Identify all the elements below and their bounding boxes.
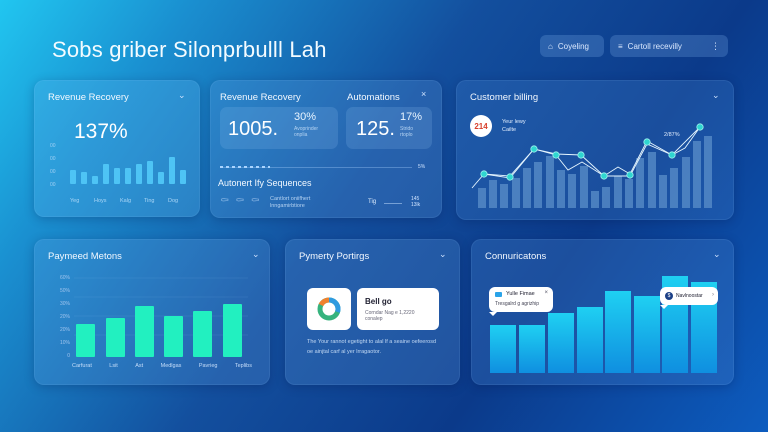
tooltip-label: Navlnoostar [676, 293, 703, 299]
stat-sub-line: onplia [294, 132, 308, 138]
kebab-icon[interactable]: ⋮ [711, 40, 720, 51]
y-tick: 10% [59, 340, 70, 346]
progress-label: 5% [418, 164, 426, 170]
chevron-down-icon[interactable]: ⌄ [712, 90, 720, 100]
payment-bar-chart [74, 277, 248, 357]
y-tick: 20% [59, 327, 70, 333]
page-title: Sobs griber Silonprbulll Lah [52, 37, 327, 62]
x-label: Yeg [70, 198, 80, 204]
key-icon: ⚰ [235, 195, 245, 207]
billing-info-card[interactable]: Bell go Corndar Nag e 1,2220 conalep [357, 288, 439, 330]
sequence-text: lnngamirbtiore [270, 203, 305, 209]
tooltip-right[interactable]: $ Navlnoostar › [660, 287, 718, 309]
home-icon: ⌂ [548, 41, 553, 51]
payment-metrics-card: Paymeed Metons ⌄ 60% 50% 30% 20% 20% 10%… [34, 239, 270, 385]
x-label: Dog [168, 198, 179, 204]
y-tick: 60% [59, 275, 70, 281]
sequence-label: Tig [368, 199, 377, 205]
revenue-bar-chart [70, 152, 190, 184]
customer-billing-card: Customer billing ⌄ 214 Yeur lewy Cailte … [456, 80, 734, 220]
progress-track [220, 167, 412, 168]
coyeling-button[interactable]: ⌂ Coyeling [540, 35, 604, 57]
stat-percent: 30% [294, 111, 317, 123]
stat-box-automations: 125. 17% Strido rtoplo [346, 107, 432, 149]
sequence-divider [384, 203, 402, 204]
x-label: Medlgas [160, 363, 182, 369]
y-tick: 0 [67, 353, 70, 359]
sequence-icons: ⚰ ⚰ ⚰ [220, 194, 260, 207]
y-tick: 00 [50, 182, 56, 188]
sequence-value: 145 [411, 196, 420, 202]
chevron-down-icon[interactable]: ⌄ [713, 249, 721, 259]
stat-value: 125. [356, 118, 395, 140]
donut-card[interactable] [307, 288, 351, 330]
key-icon: ⚰ [250, 195, 260, 207]
communications-bar-chart [490, 276, 717, 373]
stat-sub-line: Strido [400, 126, 414, 132]
x-label: Kalg [120, 198, 132, 204]
stat-sub-line: Avoprinder [294, 126, 319, 132]
cartoll-recevilly-button[interactable]: ≡ Cartoll recevilly ⋮ [610, 35, 728, 57]
card-title: Customer billing [470, 92, 539, 103]
badge-text: Cailte [502, 127, 517, 133]
tooltip-title: Yulle Fimae [506, 291, 535, 297]
box-line: Corndar Nag e 1,2220 [365, 310, 415, 316]
recovery-automations-card: Revenue Recovery Automations × 1005. 30%… [210, 80, 442, 218]
badge-text: Yeur lewy [502, 119, 526, 125]
y-tick: 00 [50, 143, 56, 149]
stat-sub-line: rtoplo [400, 132, 413, 138]
box-line: conalep [365, 316, 383, 322]
x-label: Hoys [94, 198, 107, 204]
close-icon[interactable]: × [421, 89, 427, 99]
stat-value: 1005. [228, 118, 279, 140]
billing-combo-chart [471, 123, 712, 208]
x-label: Teplibs [234, 363, 252, 369]
menu-lines-icon: ≡ [618, 41, 623, 51]
revenue-percent: 137% [74, 120, 128, 143]
x-label: Lsit [109, 363, 118, 369]
stat-box-recovery: 1005. 30% Avoprinder onplia [220, 107, 338, 149]
card-title: Pymerty Portirgs [299, 251, 370, 262]
stat-percent: 17% [400, 111, 423, 123]
coyeling-label: Coyeling [557, 41, 589, 51]
x-label: Pavrieg [198, 363, 218, 369]
key-icon: ⚰ [220, 195, 230, 207]
card-title: Revenue Recovery [220, 92, 301, 103]
y-tick: 30% [59, 301, 70, 307]
sequences-title: Autonert Ify Sequences [218, 178, 312, 188]
x-label: Ast [135, 363, 144, 369]
chevron-down-icon[interactable]: ⌄ [439, 249, 447, 259]
badge-value: 214 [474, 121, 488, 131]
chart-annotation: 2/87% [664, 132, 680, 138]
revenue-recovery-card: Revenue Recovery ⌄ 137% 00 00 00 00 Yeg … [34, 80, 200, 217]
automations-title: Automations [347, 92, 400, 103]
y-tick: 50% [59, 288, 70, 294]
payment-portings-card: Pymerty Portirgs ⌄ Bell go Corndar Nag e… [285, 239, 460, 385]
communications-card: Connuricatons ⌄ Yulle Fimae × Tresgalrd … [471, 239, 734, 385]
sequence-text: Cantlort oniifhert [270, 196, 311, 202]
portings-description: The Your rannot egetight to alal lf a se… [307, 339, 437, 355]
y-tick: 00 [50, 156, 56, 162]
tooltip-left[interactable]: Yulle Fimae × Tresgalrd g agrizhip [489, 287, 553, 316]
y-tick: 20% [59, 314, 70, 320]
progress-fill [220, 166, 270, 168]
chevron-down-icon[interactable]: ⌄ [252, 249, 260, 259]
x-label: Carfurat [72, 363, 92, 369]
cartoll-label: Cartoll recevilly [627, 41, 682, 51]
chevron-right-icon[interactable]: › [712, 292, 714, 298]
y-tick: 00 [50, 169, 56, 175]
x-label: Ting [144, 198, 155, 204]
donut-chart-icon [317, 297, 341, 321]
dollar-icon: $ [665, 292, 673, 300]
card-title: Revenue Recovery [48, 92, 129, 103]
card-title: Paymeed Metons [48, 251, 122, 262]
close-icon[interactable]: × [544, 290, 548, 296]
tooltip-subtext: Tresgalrd g agrizhip [495, 301, 540, 307]
chevron-down-icon[interactable]: ⌄ [178, 90, 186, 100]
box-title: Bell go [365, 297, 392, 306]
mail-icon [495, 292, 502, 297]
sequence-value: 13lk [411, 202, 421, 208]
billing-badge: 214 [470, 115, 492, 137]
card-title: Connuricatons [485, 251, 547, 262]
